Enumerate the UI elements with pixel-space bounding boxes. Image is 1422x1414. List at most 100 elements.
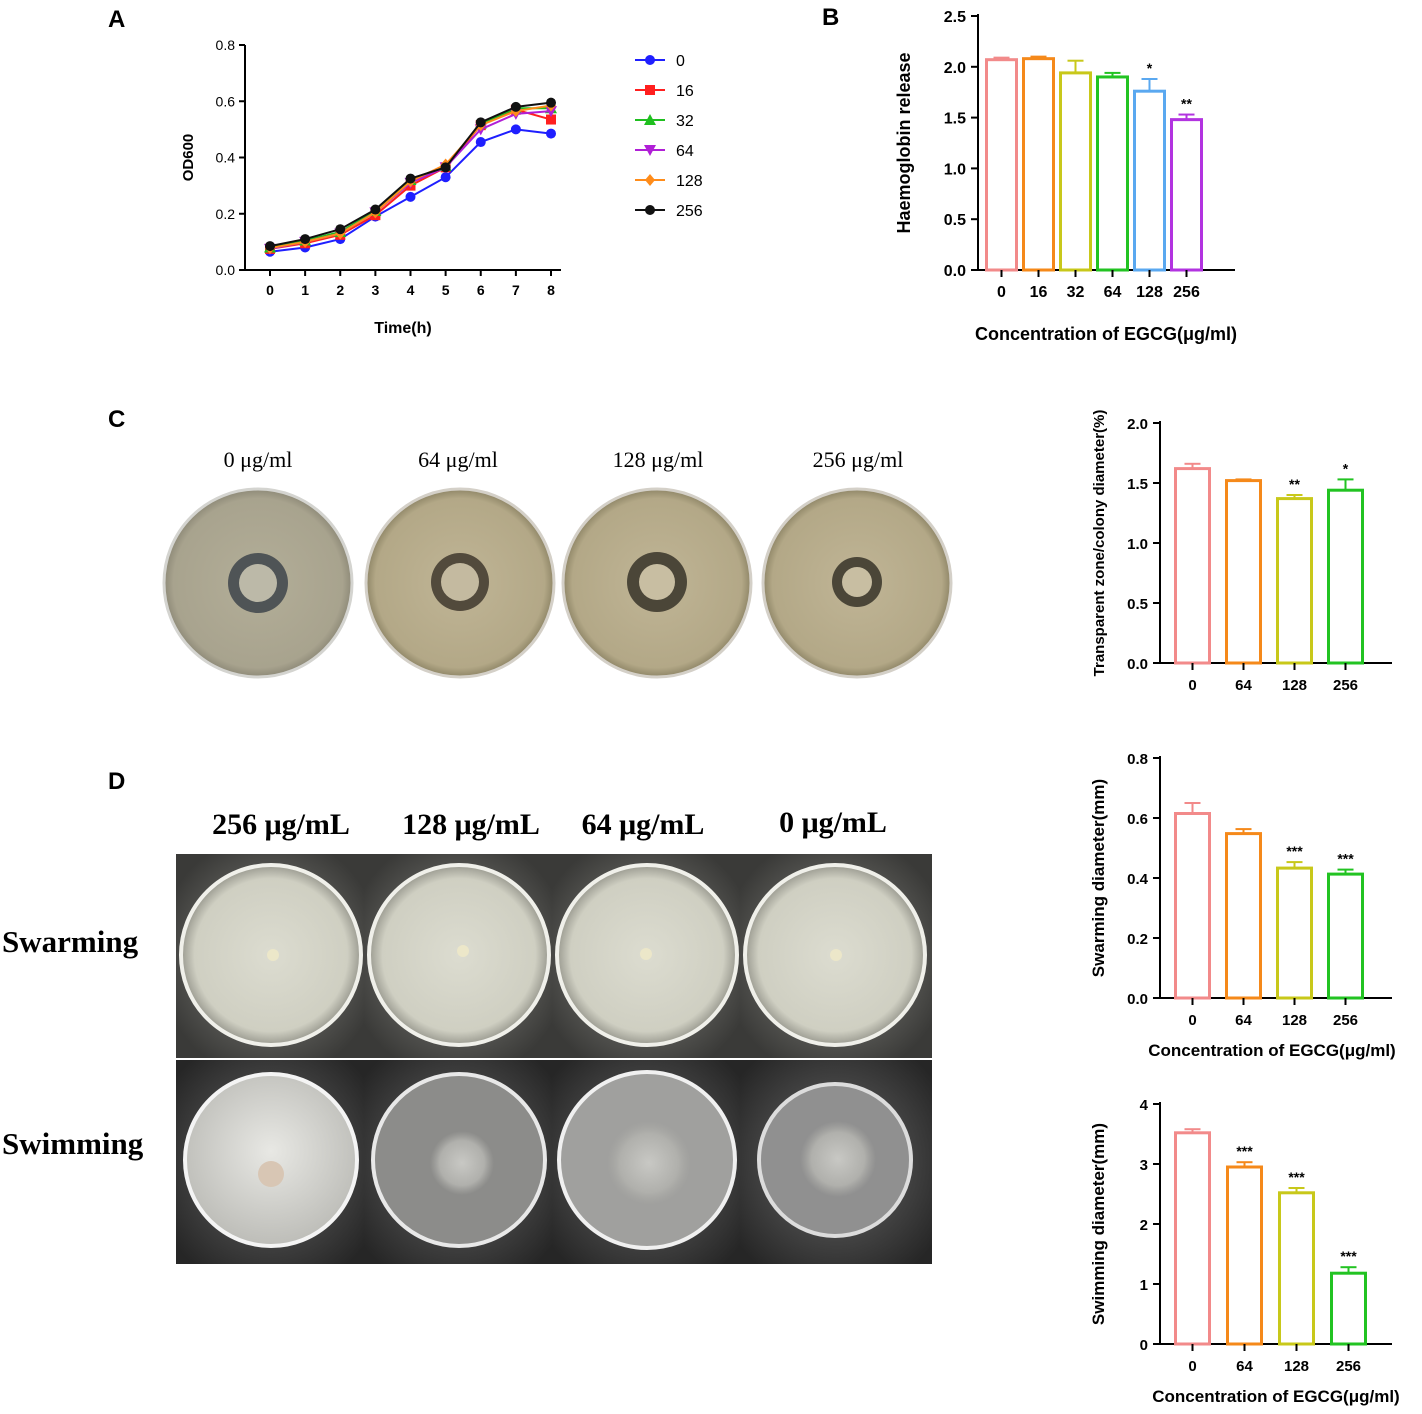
bar [1330, 1271, 1367, 1346]
x-tick-label: 64 [1104, 284, 1122, 301]
y-tick-label: 4 [1140, 1097, 1149, 1114]
x-tick-label: 16 [1030, 284, 1048, 301]
data-point [546, 128, 556, 139]
x-tick-label: 0 [1188, 1358, 1196, 1375]
y-axis-label: Haemoglobin release [894, 52, 914, 233]
bar [1059, 71, 1092, 272]
y-tick-label: 0.2 [1127, 931, 1148, 948]
y-tick-label: 0.0 [1127, 991, 1148, 1008]
legend-marker [644, 145, 656, 156]
bar [1276, 497, 1313, 665]
y-tick-label: 0.6 [216, 93, 236, 109]
bar-group-128 [1276, 494, 1313, 665]
bar-group-64 [1096, 71, 1129, 272]
chart-b-haemoglobin: 0.0 0.5 1.0 1.5 2.0 2.5 0 16 32 64 128 * 256 ** Concen… [894, 9, 1237, 344]
bar-group-128 [1133, 77, 1166, 272]
y-tick-label: 0.4 [216, 150, 236, 166]
swarming-plate-128 [364, 854, 552, 1059]
data-point [545, 106, 557, 118]
y-tick-label: 1 [1140, 1277, 1148, 1294]
significance-marker: * [1343, 460, 1349, 476]
data-point [335, 224, 346, 235]
y-tick-label: 2.0 [944, 60, 966, 77]
bar [1327, 488, 1364, 665]
y-axis-label: Swarming diameter(mm) [1089, 779, 1108, 977]
significance-marker: *** [1340, 1248, 1357, 1264]
data-point [546, 97, 556, 108]
swarming-plate-256 [176, 854, 364, 1059]
chart-d-swimming: 0 1 2 3 4 0 64 *** 128 *** 256 *** Concentration of … [1089, 1097, 1400, 1406]
x-tick-label: 5 [442, 282, 450, 298]
y-tick-label: 0.6 [1127, 811, 1148, 828]
bar-group-64 [1226, 1161, 1263, 1346]
x-tick-label: 1 [301, 282, 309, 298]
y-tick-label: 0 [1140, 1337, 1148, 1354]
x-tick-label: 0 [1188, 1012, 1196, 1029]
x-tick-label: 128 [1284, 1358, 1309, 1375]
x-tick-label: 4 [407, 282, 415, 298]
significance-marker: *** [1236, 1143, 1253, 1159]
y-tick-label: 2.0 [1127, 416, 1148, 433]
y-axis-label: Transparent zone/colony diameter(%) [1091, 410, 1108, 677]
chart-d-swarming: 0.0 0.2 0.4 0.6 0.8 0 64 128 *** 256 *** Concentrat… [1089, 751, 1396, 1060]
swimming-plate-0 [740, 1059, 932, 1264]
x-tick-label: 256 [1333, 1012, 1358, 1029]
swarming-plate-64 [552, 854, 740, 1059]
x-axis-label: Concentration of EGCG(μg/ml) [975, 324, 1237, 344]
swimming-plate-64 [552, 1059, 740, 1264]
plate-photos-d [176, 854, 932, 1264]
data-point [475, 117, 486, 128]
panel-label-a: A [108, 6, 126, 33]
bar-group-16 [1022, 55, 1055, 272]
plate-label-c-128: 128 μg/ml [612, 447, 704, 472]
plate-label-c-256: 256 μg/ml [812, 447, 904, 472]
data-point [440, 172, 451, 183]
row-label-swarming: Swarming [2, 924, 139, 959]
legend-marker [644, 114, 656, 125]
bar [1278, 1191, 1315, 1346]
x-tick-label: 64 [1235, 1012, 1252, 1029]
bar-group-128 [1278, 1187, 1315, 1346]
bar [1170, 118, 1203, 272]
plate-label-c-0: 0 μg/ml [223, 447, 293, 472]
legend-label: 64 [676, 143, 694, 160]
x-axis-label: Concentration of EGCG(μg/ml) [1152, 1387, 1399, 1406]
data-point [440, 162, 451, 173]
y-tick-label: 0.4 [1127, 871, 1149, 888]
y-tick-label: 0.5 [944, 212, 966, 229]
bar-group-256 [1327, 868, 1364, 1000]
y-tick-label: 2 [1140, 1217, 1148, 1234]
bar [1022, 57, 1055, 272]
y-tick-label: 2.5 [944, 9, 966, 26]
x-tick-label: 256 [1336, 1358, 1361, 1375]
plate-c-128 [561, 487, 753, 679]
bar [1225, 479, 1262, 665]
bar-group-256 [1330, 1266, 1367, 1346]
x-tick-label: 64 [1235, 677, 1252, 694]
bar-group-64 [1225, 478, 1262, 665]
bar-group-32 [1059, 59, 1092, 272]
bar-group-256 [1327, 478, 1364, 665]
bar [1174, 1131, 1211, 1346]
chart-a-growth-curve: 0.0 0.2 0.4 0.6 0.8 0 1 2 3 4 5 6 7 8 Time(h) OD600 0 16 3… [180, 37, 703, 337]
legend-label: 16 [676, 83, 694, 100]
plate-label-d-0: 0 μg/mL [779, 806, 887, 839]
legend-marker [645, 205, 655, 215]
data-point [405, 173, 416, 184]
plate-photos-c [162, 487, 953, 679]
swimming-plate-128 [364, 1059, 552, 1264]
y-tick-label: 1.5 [944, 111, 966, 128]
x-tick-label: 2 [336, 282, 344, 298]
legend-marker [645, 174, 655, 186]
x-tick-label: 256 [1333, 677, 1358, 694]
legend-label: 256 [676, 203, 703, 220]
legend-label: 0 [676, 53, 685, 70]
plate-c-256 [761, 487, 953, 679]
row-label-swimming: Swimming [2, 1126, 144, 1161]
series-256 [265, 97, 556, 252]
significance-marker: *** [1286, 843, 1303, 859]
significance-marker: ** [1289, 476, 1300, 492]
y-tick-label: 1.5 [1127, 476, 1148, 493]
bar [1174, 812, 1211, 1000]
y-tick-label: 0.8 [1127, 751, 1148, 768]
